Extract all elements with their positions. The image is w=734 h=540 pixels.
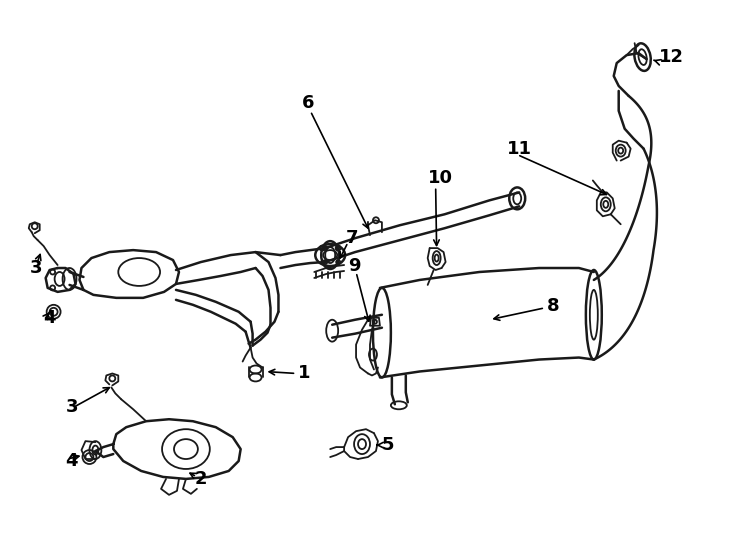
Text: 3: 3 [30, 259, 43, 277]
Text: 12: 12 [658, 48, 683, 66]
Text: 6: 6 [302, 94, 315, 112]
Text: 5: 5 [382, 436, 394, 454]
Text: 10: 10 [428, 170, 453, 187]
Text: 4: 4 [43, 309, 57, 327]
Text: 4: 4 [65, 452, 78, 470]
Text: 7: 7 [346, 229, 359, 247]
Text: 9: 9 [348, 257, 360, 275]
Text: 1: 1 [298, 364, 311, 382]
Text: 11: 11 [507, 140, 532, 158]
Text: 2: 2 [195, 470, 208, 488]
Text: 8: 8 [547, 297, 560, 315]
Text: 3: 3 [65, 399, 78, 416]
